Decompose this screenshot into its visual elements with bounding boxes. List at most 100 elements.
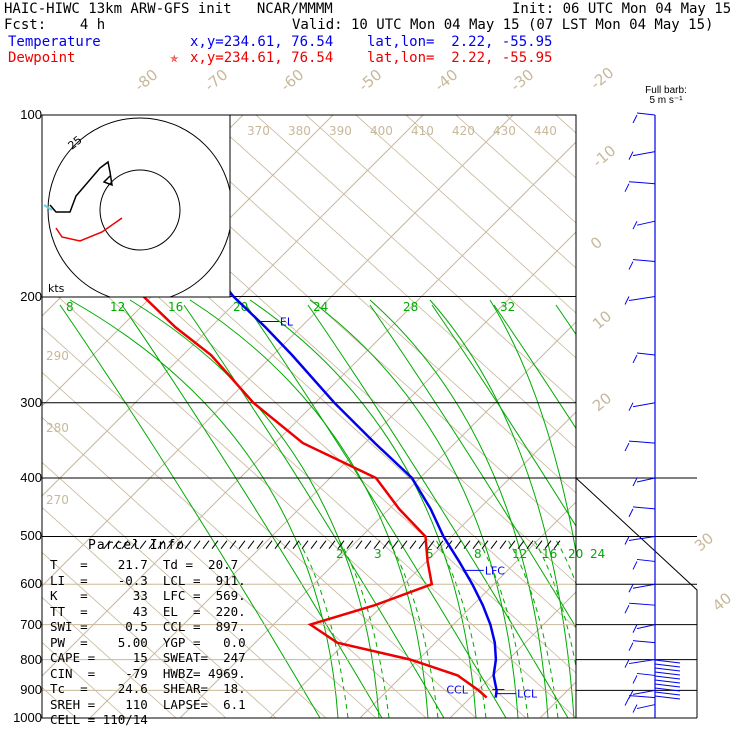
init-time: Init: 06 UTC Mon 04 May 15: [512, 1, 732, 17]
hatch-mark: [364, 540, 372, 549]
hatch-mark: [499, 540, 507, 549]
pressure-label: 200: [20, 288, 42, 304]
mixing-label: 28: [403, 300, 418, 314]
wind-barb: [636, 704, 656, 710]
wind-barb: [636, 477, 656, 483]
parcel-row: LI = -0.3 LCL = 911.: [50, 572, 246, 588]
isotherm-line: [359, 501, 576, 718]
theta-label: 280: [46, 421, 69, 435]
isotherm-label: 10: [589, 307, 615, 333]
wind-barb: [632, 402, 656, 408]
wind-barb: [628, 296, 656, 302]
wind-barbs: [624, 112, 681, 718]
moist-adiabat: [59, 304, 321, 718]
theta-label: 270: [46, 493, 69, 507]
mixing-label: 12: [512, 547, 527, 561]
hatch-mark: [229, 540, 237, 549]
hatch-mark: [373, 540, 381, 549]
pressure-label: 100: [20, 107, 42, 122]
dewpoint-legend: Dewpoint: [8, 50, 76, 66]
hatch-mark: [436, 540, 444, 549]
theta-label: 400: [370, 124, 393, 138]
hatch-mark: [103, 540, 111, 549]
level-markers: EL LFC CCL LCL: [258, 315, 538, 701]
pressure-label: 400: [20, 470, 42, 486]
parcel-row: PW = 5.00 YGP = 0.0: [50, 634, 246, 650]
mixing-label: 24: [313, 300, 328, 314]
hatch-mark: [112, 540, 120, 549]
pressure-label: 700: [20, 616, 42, 632]
barb-legend-title: Full barb:: [645, 85, 687, 96]
isotherm-label: -60: [277, 66, 307, 96]
hatch-mark: [319, 540, 327, 549]
wind-barb: [632, 151, 656, 157]
wind-barb: [628, 181, 656, 185]
wind-barb: [628, 602, 656, 606]
wind-barb: [654, 667, 681, 672]
parcel-info-title: Parcel Info: [88, 538, 186, 553]
dewpoint-location: x,y=234.61, 76.54 lat,lon= 2.22, -55.95: [190, 50, 553, 66]
parcel-row: Tc = 24.6 SHEAR= 18.: [50, 681, 246, 696]
hatch-mark: [166, 540, 174, 549]
wind-barb: [654, 695, 681, 700]
wind-barb-flag: [632, 561, 638, 570]
hatch-mark: [256, 540, 264, 549]
hatch-mark: [238, 540, 246, 549]
grid-lines: [0, 0, 740, 718]
wind-barb-flag: [632, 624, 638, 633]
parcel-row: CELL = 110/14: [50, 712, 148, 727]
temperature-legend: Temperature: [8, 34, 101, 50]
pressure-label: 300: [20, 394, 42, 410]
hodograph-trace-low: [55, 217, 123, 242]
isotherm-label: 0: [587, 233, 606, 253]
hatch-mark: [553, 540, 561, 549]
hatch-mark: [400, 540, 408, 549]
isotherm-line: [42, 115, 514, 587]
hatch-mark: [472, 540, 480, 549]
hatch-mark: [391, 540, 399, 549]
wind-barb: [632, 583, 656, 589]
pressure-axis: 100 200 300 400 500 600 700 800 900 1000: [0, 0, 42, 740]
hodograph-frame: [41, 114, 231, 298]
wind-barb-flag: [624, 442, 630, 452]
forecast-hour: Fcst: 4 h: [4, 17, 106, 33]
dry-adiabat: [42, 326, 477, 718]
moist-adiabat: [493, 304, 576, 430]
barb-legend: Full barb: 5 m s⁻¹: [636, 86, 696, 106]
mixing-ratio-line: [69, 299, 339, 718]
isotherm-label: 30: [691, 529, 717, 555]
moist-adiabat: [369, 304, 576, 629]
hodograph-trace-high: [49, 160, 113, 213]
hatch-mark: [175, 540, 183, 549]
hatch-mark: [490, 540, 498, 549]
moist-adiabat: [555, 304, 576, 336]
dry-adiabat: [0, 0, 26, 718]
hatch-mark: [148, 540, 156, 549]
mixing-ratio-line: [369, 299, 549, 718]
isotherm-line: [449, 591, 576, 718]
wind-barb: [654, 691, 681, 696]
barb-legend-units: 5 m s⁻¹: [649, 95, 683, 106]
wind-barb: [636, 220, 656, 226]
mixing-ratio-dashed: [297, 539, 349, 718]
wind-barb-flag: [628, 690, 634, 699]
mixing-ratio-line: [129, 299, 380, 718]
moist-adiabat: [245, 304, 507, 718]
wind-barb: [636, 672, 656, 676]
mixing-ratio-line: [489, 299, 576, 555]
wind-barb: [636, 352, 656, 356]
hatch-mark: [202, 540, 210, 549]
wind-barb-flag: [632, 675, 638, 684]
wind-barb-flag: [628, 642, 634, 651]
isotherm-line: [630, 115, 740, 718]
mixing-label: 5: [426, 547, 434, 561]
wind-barb-flag: [632, 114, 638, 124]
pressure-label: 900: [20, 682, 42, 698]
moist-adiabat: [121, 304, 383, 718]
hatch-mark: [184, 540, 192, 549]
wind-barb: [628, 535, 656, 541]
mixing-ratio-dashed: [555, 539, 576, 585]
theta-label: 390: [329, 124, 352, 138]
dry-adiabat: [255, 115, 576, 404]
wind-barb: [628, 695, 656, 699]
